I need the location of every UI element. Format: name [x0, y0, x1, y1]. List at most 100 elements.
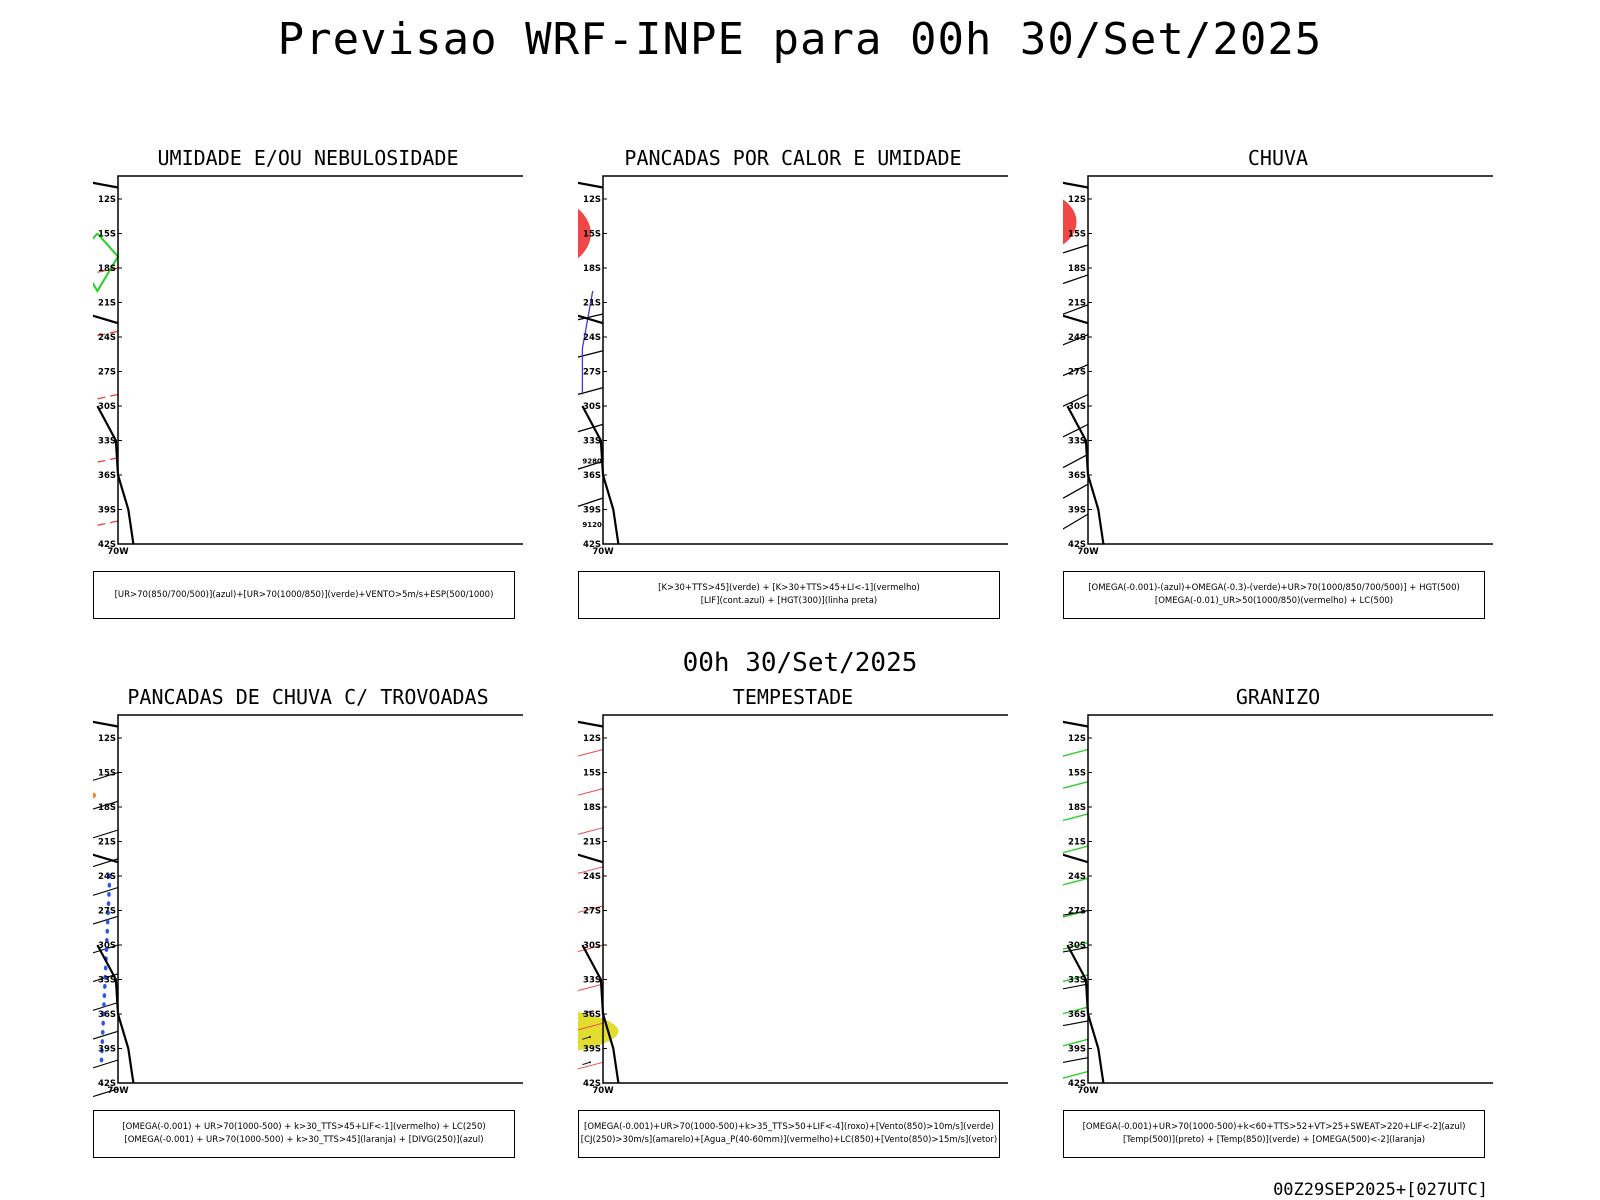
contour-label: 9280	[582, 458, 602, 466]
lat-label: 18S	[583, 803, 601, 813]
main-title: Previsao WRF-INPE para 00h 30/Set/2025	[277, 14, 1323, 65]
map-frame	[117, 714, 523, 1084]
lat-label: 18S	[1068, 803, 1086, 813]
lat-label: 39S	[583, 506, 601, 516]
lon-label: 70W	[1077, 1086, 1099, 1096]
lat-label: 27S	[1068, 368, 1086, 378]
map-pancadas-calor: 9600952094409360928092009120944093609280…	[578, 175, 1008, 557]
map-background	[603, 715, 1008, 1083]
panel-caption: [OMEGA(-0.001)+UR>70(1000-500)+k>35_TTS>…	[578, 1110, 1000, 1158]
lat-label: 42S	[98, 1079, 116, 1089]
panel-caption: [OMEGA(-0.001)-(azul)+OMEGA(-0.3)-(verde…	[1063, 571, 1485, 619]
map-frame	[1087, 714, 1493, 1084]
map-frame	[602, 714, 1008, 1084]
caption-line: [CJ(250)>30m/s](amarelo)+[Agua_P(40-60mm…	[580, 1135, 998, 1145]
temp850-contour	[1063, 845, 1089, 854]
lat-label: 30S	[98, 402, 116, 412]
lat-label: 18S	[1068, 264, 1086, 274]
map-frame	[117, 175, 523, 545]
streamline	[93, 771, 119, 781]
lat-label: 21S	[1068, 838, 1086, 848]
panel-caption: [OMEGA(-0.001)+UR>70(1000-500)+k<60+TTS>…	[1063, 1110, 1485, 1158]
lat-label: 27S	[583, 368, 601, 378]
lat-label: 24S	[1068, 333, 1086, 343]
hgt500-contour	[1063, 453, 1089, 469]
lat-label: 27S	[583, 907, 601, 917]
hgt300-contour	[578, 460, 604, 470]
lat-label: 42S	[1068, 1079, 1086, 1089]
lc850-streamline	[578, 983, 604, 992]
lat-label: 36S	[1068, 471, 1086, 481]
divg-blue-dot	[100, 1029, 105, 1035]
caption-line: [OMEGA(-0.001) + UR>70(1000-500) + k>30_…	[122, 1122, 486, 1132]
lc850-streamline	[578, 827, 604, 835]
caption-line: [OMEGA(-0.001)+UR>70(1000-500)+k<60+TTS>…	[1082, 1122, 1466, 1132]
lat-label: 36S	[583, 471, 601, 481]
lat-label: 24S	[583, 872, 601, 882]
lat-label: 15S	[1068, 230, 1086, 240]
lat-label: 30S	[1068, 941, 1086, 951]
lat-label: 15S	[98, 769, 116, 779]
lat-label: 24S	[583, 333, 601, 343]
divg-blue-dot	[100, 1048, 104, 1054]
lon-label: 70W	[592, 1086, 614, 1096]
li-red-area	[578, 208, 591, 259]
lat-label: 21S	[583, 838, 601, 848]
divg-blue-dot	[106, 901, 111, 907]
divg-blue-dot	[107, 882, 112, 888]
caption-line: [UR>70(850/700/500)](azul)+[UR>70(1000/8…	[114, 589, 494, 600]
lat-label: 12S	[583, 734, 601, 744]
lat-label: 39S	[1068, 1045, 1086, 1055]
wind-vector-head	[589, 1061, 592, 1064]
panel-pancadas-calor: PANCADAS POR CALOR E UMIDADE 96009520944…	[578, 146, 1008, 626]
caption-line: [OMEGA(-0.001)-(azul)+OMEGA(-0.3)-(verde…	[1088, 583, 1460, 593]
wind-vector-head	[589, 1010, 592, 1013]
map-background	[1088, 715, 1493, 1083]
lat-label: 36S	[1068, 1010, 1086, 1020]
lat-label: 27S	[98, 907, 116, 917]
lat-label: 15S	[1068, 769, 1086, 779]
lat-label: 33S	[583, 437, 601, 447]
map-tempestade: 12S15S18S21S24S27S30S33S36S39S42S70W65W6…	[578, 714, 1008, 1096]
map-chuva: 58558257957657357056756456155812S15S18S2…	[1063, 175, 1493, 557]
lat-label: 12S	[583, 195, 601, 205]
divg-blue-dot	[102, 1002, 106, 1008]
map-granizo: -18-21-24-15-121518122112S15S18S21S24S27…	[1063, 714, 1493, 1096]
caption-line: [OMEGA(-0.01)_UR>50(1000/850)(vermelho) …	[1154, 596, 1394, 606]
lat-label: 36S	[583, 1010, 601, 1020]
panel-chuva: CHUVA 58558257957657357056756456155812S1…	[1063, 146, 1493, 626]
lat-label: 30S	[98, 941, 116, 951]
lat-label: 27S	[98, 368, 116, 378]
divg-blue-dot	[103, 965, 108, 971]
caption-line: [K>30+TTS>45](verde) + [K>30+TTS>45+LI<-…	[658, 583, 920, 593]
lat-label: 33S	[98, 437, 116, 447]
divg-blue-dot	[104, 947, 109, 953]
lat-label: 21S	[98, 838, 116, 848]
lat-label: 24S	[98, 333, 116, 343]
lat-label: 18S	[583, 264, 601, 274]
lat-label: 15S	[583, 230, 601, 240]
lon-label: 70W	[1077, 547, 1099, 557]
divg-blue-dot	[105, 928, 110, 934]
panel-caption: [UR>70(850/700/500)](azul)+[UR>70(1000/8…	[93, 571, 515, 619]
panel-umidade: UMIDADE E/OU NEBULOSIDADE 10121020101610…	[93, 146, 523, 626]
divg-blue-dot	[100, 1039, 105, 1045]
caption-line: [OMEGA(-0.001) + UR>70(1000-500) + k>30_…	[124, 1135, 484, 1145]
divg-blue-dot	[107, 873, 112, 879]
lat-label: 39S	[1068, 506, 1086, 516]
panel-caption: [OMEGA(-0.001) + UR>70(1000-500) + k>30_…	[93, 1110, 515, 1158]
caption-line: [OMEGA(-0.001)+UR>70(1000-500)+k>35_TTS>…	[584, 1122, 994, 1132]
lat-label: 18S	[98, 803, 116, 813]
lat-label: 42S	[1068, 540, 1086, 550]
lat-label: 42S	[98, 540, 116, 550]
lat-label: 36S	[98, 1010, 116, 1020]
wind-vector	[582, 1061, 591, 1066]
lat-label: 39S	[98, 1045, 116, 1055]
lat-label: 36S	[98, 471, 116, 481]
lat-label: 33S	[98, 976, 116, 986]
map-trovoadas: 12S15S18S21S24S27S30S33S36S39S42S70W65W6…	[93, 714, 523, 1098]
run-info: 00Z29SEP2025+[027UTC]	[1273, 1180, 1488, 1200]
lat-label: 12S	[1068, 195, 1086, 205]
lon-label: 70W	[592, 547, 614, 557]
panel-title: UMIDADE E/OU NEBULOSIDADE	[157, 146, 459, 170]
